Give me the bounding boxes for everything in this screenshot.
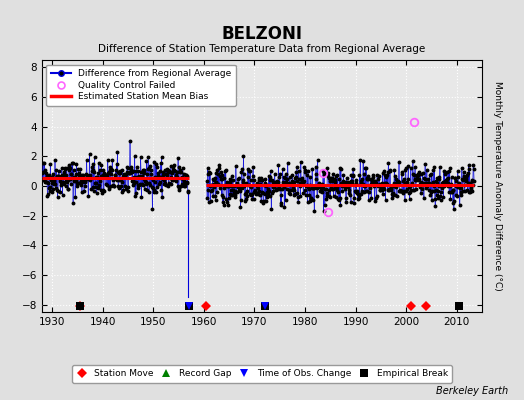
Legend: Difference from Regional Average, Quality Control Failed, Estimated Station Mean: Difference from Regional Average, Qualit… [47,64,236,106]
Y-axis label: Monthly Temperature Anomaly Difference (°C): Monthly Temperature Anomaly Difference (… [493,81,501,291]
Legend: Station Move, Record Gap, Time of Obs. Change, Empirical Break: Station Move, Record Gap, Time of Obs. C… [72,365,452,383]
Text: Difference of Station Temperature Data from Regional Average: Difference of Station Temperature Data f… [99,44,425,54]
Text: BELZONI: BELZONI [222,25,302,43]
Text: Berkeley Earth: Berkeley Earth [436,386,508,396]
